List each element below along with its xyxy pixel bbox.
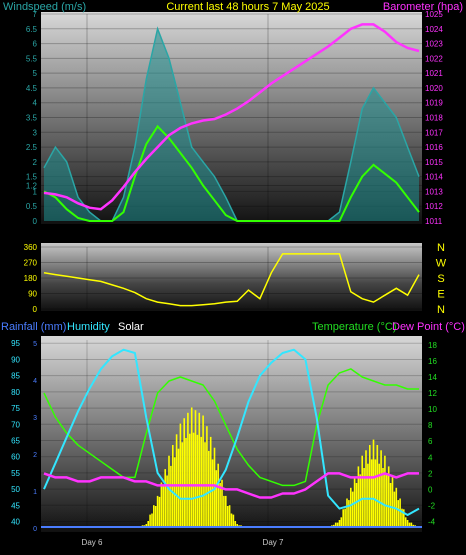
temperature-tick-label: 4 bbox=[428, 453, 433, 462]
humidity-line bbox=[43, 348, 420, 516]
direction-compass-letter: N bbox=[437, 304, 445, 316]
wind-tick-label: 6 bbox=[33, 40, 38, 49]
wind-tick-label: 0 bbox=[33, 217, 38, 226]
wind-tick-label: 3 bbox=[33, 128, 38, 137]
wind-tick-label: 0.5 bbox=[26, 202, 38, 211]
rain-tick-label: 5 bbox=[33, 341, 37, 348]
baro-tick-label: 1025 bbox=[425, 10, 443, 19]
direction-compass-letter: E bbox=[437, 289, 444, 301]
rain-tick-label: 1 bbox=[33, 489, 37, 496]
baro-tick-label: 1022 bbox=[425, 54, 443, 63]
climate-axes: 9590858075706560555045405432101816141210… bbox=[11, 339, 437, 547]
wind-tick-label: 5 bbox=[33, 69, 38, 78]
wind-direction-line bbox=[43, 253, 420, 307]
humidity-tick-label: 65 bbox=[11, 436, 20, 445]
wind-day-label: Day 6 bbox=[77, 231, 98, 240]
temperature-tick-label: 0 bbox=[428, 485, 433, 494]
wind-tick-label: 4.5 bbox=[26, 84, 38, 93]
humidity-tick-label: 60 bbox=[11, 453, 20, 462]
direction-grid bbox=[41, 246, 422, 310]
wind-axes: 7 6.5 6 5.5 5 4.5 4 3.5 3 2.5 2 1.51.21 0.5 0 1025 1024… bbox=[26, 10, 443, 240]
baro-tick-label: 1021 bbox=[425, 69, 443, 78]
baro-tick-label: 1019 bbox=[425, 99, 443, 108]
direction-tick-label: 180 bbox=[24, 274, 38, 283]
temperature-tick-label: 6 bbox=[428, 437, 433, 446]
humidity-tick-label: 95 bbox=[11, 339, 20, 348]
wind-tick-label: 1.2 bbox=[26, 182, 38, 191]
direction-compass-letter: N bbox=[437, 242, 445, 254]
temperature-tick-label: 2 bbox=[428, 469, 433, 478]
humidity-tick-label: 55 bbox=[11, 469, 20, 478]
current-title: Current last 48 hours 7 May 2025 bbox=[166, 1, 329, 13]
temperature-tick-label: 14 bbox=[428, 373, 437, 382]
temperature-label: Temperature (°C) bbox=[312, 321, 396, 333]
barometer-title: Barometer (hpa) bbox=[383, 1, 463, 13]
rain-tick-label: 0 bbox=[33, 526, 37, 533]
wind-tick-label: 3.5 bbox=[26, 114, 38, 123]
dew-point-line bbox=[43, 472, 419, 499]
baro-tick-label: 1015 bbox=[425, 158, 443, 167]
temperature-tick-label: 10 bbox=[428, 405, 437, 414]
temperature-tick-label: 16 bbox=[428, 357, 437, 366]
humidity-tick-label: 85 bbox=[11, 372, 20, 381]
humidity-tick-label: 90 bbox=[11, 355, 20, 364]
wind-series bbox=[43, 23, 420, 222]
humidity-tick-label: 75 bbox=[11, 404, 20, 413]
rain-tick-label: 4 bbox=[33, 378, 37, 385]
temperature-line bbox=[43, 368, 419, 487]
wind-average-line bbox=[43, 124, 420, 222]
temperature-tick-label: 8 bbox=[428, 421, 433, 430]
humidity-tick-label: 80 bbox=[11, 388, 20, 397]
wind-tick-label: 1 bbox=[33, 187, 38, 196]
dewpoint-label: Dew Point (°C) bbox=[392, 321, 465, 333]
baro-tick-label: 1016 bbox=[425, 143, 443, 152]
baro-tick-label: 1024 bbox=[425, 25, 443, 34]
direction-tick-label: 90 bbox=[28, 290, 37, 299]
windspeed-title: Windspeed (m/s) bbox=[3, 1, 86, 13]
wind-day-label: Day 7 bbox=[258, 231, 279, 240]
wind-gust-area bbox=[44, 28, 419, 221]
baro-tick-label: 1011 bbox=[425, 217, 443, 226]
climate-day-label: Day 7 bbox=[263, 538, 284, 547]
temperature-tick-label: 18 bbox=[428, 341, 437, 350]
direction-tick-label: 270 bbox=[24, 259, 38, 268]
baro-tick-label: 1017 bbox=[425, 128, 443, 137]
baro-tick-label: 1020 bbox=[425, 84, 443, 93]
wind-tick-label: 5.5 bbox=[26, 54, 38, 63]
humidity-tick-label: 40 bbox=[11, 518, 20, 527]
direction-tick-label: 0 bbox=[33, 305, 38, 314]
rain-tick-label: 2 bbox=[33, 452, 37, 459]
rain-tick-label: 3 bbox=[33, 415, 37, 422]
temperature-tick-label: -4 bbox=[428, 518, 436, 527]
direction-panel-bg bbox=[41, 243, 422, 311]
temperature-tick-label: -2 bbox=[428, 502, 436, 511]
direction-compass-letter: W bbox=[436, 258, 447, 270]
climate-series bbox=[41, 348, 422, 528]
wind-tick-label: 1.5 bbox=[26, 173, 38, 182]
wind-tick-label: 4 bbox=[33, 99, 38, 108]
wind-tick-label: 2.5 bbox=[26, 143, 38, 152]
baro-tick-label: 1018 bbox=[425, 114, 443, 123]
barometer-line bbox=[43, 23, 420, 211]
direction-compass-letter: S bbox=[437, 273, 444, 285]
wind-tick-label: 7 bbox=[33, 10, 38, 19]
wind-tick-label: 2 bbox=[33, 158, 38, 167]
solar-label: Solar bbox=[118, 321, 144, 333]
humidity-tick-label: 45 bbox=[11, 501, 20, 510]
temperature-tick-label: 12 bbox=[428, 389, 437, 398]
direction-tick-label: 360 bbox=[24, 243, 38, 252]
baro-tick-label: 1014 bbox=[425, 173, 443, 182]
wind-tick-label: 6.5 bbox=[26, 25, 38, 34]
direction-series bbox=[43, 253, 420, 307]
baro-tick-label: 1013 bbox=[425, 187, 443, 196]
humidity-tick-label: 50 bbox=[11, 485, 20, 494]
baro-tick-label: 1012 bbox=[425, 202, 443, 211]
humidity-tick-label: 70 bbox=[11, 420, 20, 429]
humidity-label: Humidity bbox=[67, 321, 110, 333]
baro-tick-label: 1023 bbox=[425, 40, 443, 49]
climate-day-label: Day 6 bbox=[82, 538, 103, 547]
rainfall-label: Rainfall (mm) bbox=[1, 321, 66, 333]
